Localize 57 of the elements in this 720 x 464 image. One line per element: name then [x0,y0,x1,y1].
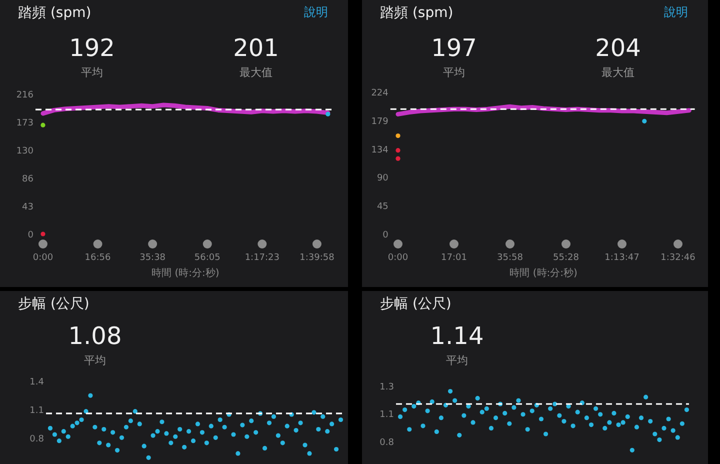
line-series [40,102,330,116]
chart-title: 踏頻 (spm) [380,5,454,21]
y-tick-label: 1.1 [380,410,394,420]
text: 204 [595,34,641,62]
y-tick-label: 0 [382,230,389,240]
y-tick-label: 0.8 [30,434,44,444]
point [396,133,400,138]
text: 說明 [304,5,328,19]
y-tick-label: 45 [376,202,388,212]
x-tick-label: 17:01 [441,253,467,263]
y-tick-label: 179 [371,116,389,127]
x-axis-title: 時間 (時:分:秒) [510,267,578,279]
x-tick-label: 1:17:23 [244,253,280,263]
text: 1.08 [68,322,122,350]
y-tick-label: 1.3 [380,382,394,392]
x-tick-label: 16:56 [84,253,112,263]
text: 平均 [81,66,103,79]
y-tick-label: 0 [28,230,34,240]
x-tick-label: 1:32:46 [660,253,696,263]
point [40,122,46,128]
text: 1.14 [430,322,484,350]
x-tick-label: 1:39:58 [300,253,335,263]
point [326,112,330,116]
x-tick-label: 0:00 [388,253,408,263]
text: 192 [69,34,115,62]
y-tick-label: 173 [16,118,34,128]
text: 197 [431,34,477,62]
text: 平均 [443,66,465,79]
x-tick-label: 0:00 [32,253,54,263]
y-tick-label: 130 [16,146,34,156]
chart-title: 步幅 (公尺) [380,296,452,312]
point [396,156,400,161]
text: 平均 [446,354,468,367]
chart-title: 踏頻 (spm) [18,5,92,21]
x-tick-label: 1:13:47 [604,253,640,263]
y-tick-label: 216 [16,90,34,100]
y-tick-label: 43 [22,202,34,212]
x-tick-label: 35:58 [497,253,524,263]
y-tick-label: 134 [371,145,389,156]
text: 說明 [664,5,688,19]
y-tick-label: 0.8 [380,438,394,448]
y-tick-label: 86 [22,174,34,184]
y-tick-label: 1.1 [30,406,44,416]
x-tick-label: 55:28 [553,253,580,263]
x-tick-label: 56:05 [194,253,220,263]
x-axis-title: 時間 (時:分:秒) [152,267,220,279]
y-tick-label: 1.4 [30,378,44,388]
text: 最大值 [602,66,634,79]
text: 平均 [84,354,106,367]
y-tick-label: 90 [376,174,389,184]
text: 最大值 [240,66,272,79]
y-tick-label: 224 [371,88,389,98]
point [642,118,647,124]
point [40,232,46,236]
text: 201 [233,34,279,62]
x-tick-label: 35:38 [140,253,166,263]
chart-title: 步幅 (公尺) [18,296,90,312]
